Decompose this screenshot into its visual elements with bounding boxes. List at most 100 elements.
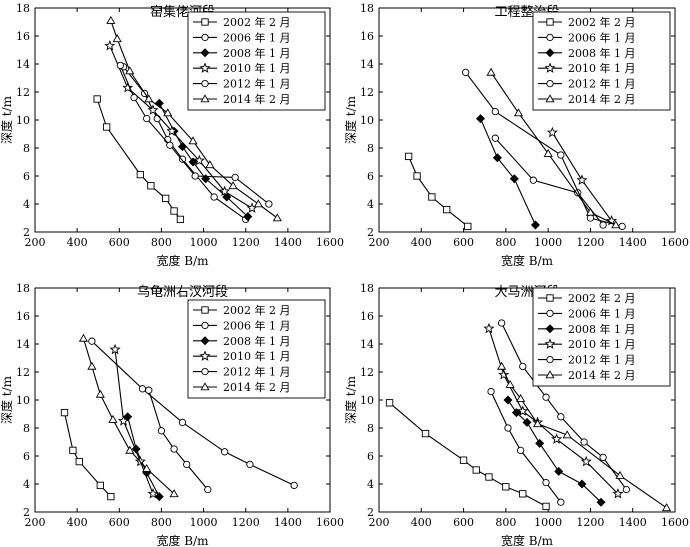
data-point bbox=[108, 414, 118, 423]
x-tick-label: 200 bbox=[25, 236, 46, 249]
legend-marker bbox=[199, 62, 211, 73]
data-point bbox=[576, 174, 588, 185]
data-point bbox=[497, 361, 507, 370]
x-tick-label: 1000 bbox=[534, 516, 562, 529]
data-point bbox=[413, 172, 421, 180]
series-line bbox=[127, 416, 160, 497]
y-tick-label: 18 bbox=[16, 2, 30, 15]
y-tick-label: 8 bbox=[23, 142, 30, 155]
legend-marker bbox=[546, 294, 554, 302]
data-point bbox=[178, 418, 187, 427]
data-point bbox=[486, 67, 496, 76]
data-point bbox=[157, 427, 166, 435]
x-tick-label: 400 bbox=[411, 236, 432, 249]
y-tick-label: 6 bbox=[23, 450, 30, 463]
data-point bbox=[106, 15, 116, 24]
data-point bbox=[519, 490, 527, 498]
legend-marker bbox=[201, 321, 209, 330]
x-axis-label: 宽度 B/m bbox=[501, 533, 554, 547]
data-point bbox=[580, 438, 588, 446]
y-tick-label: 14 bbox=[16, 338, 30, 351]
legend-marker bbox=[546, 309, 554, 318]
data-point bbox=[144, 94, 154, 103]
series bbox=[145, 386, 212, 494]
data-point bbox=[580, 455, 592, 467]
y-tick-label: 8 bbox=[23, 422, 30, 435]
x-tick-label: 1200 bbox=[576, 236, 604, 249]
legend-label: 2002 年 2 月 bbox=[568, 15, 635, 29]
series-line bbox=[110, 20, 278, 219]
x-tick-label: 1000 bbox=[190, 236, 218, 249]
x-tick-label: 1400 bbox=[619, 236, 647, 249]
x-tick-label: 200 bbox=[25, 516, 46, 529]
data-point bbox=[517, 446, 525, 455]
data-point bbox=[143, 114, 151, 123]
y-tick-label: 6 bbox=[367, 170, 374, 183]
chart-panel: 200 400 600 800 1000 1200 1400 1600 2 4 6 8 10 12 14 16… bbox=[343, 282, 689, 547]
legend-label: 2012 年 1 月 bbox=[223, 365, 290, 379]
y-tick-label: 16 bbox=[16, 30, 30, 43]
legend-marker bbox=[199, 350, 211, 361]
data-point bbox=[543, 148, 553, 157]
legend-marker bbox=[545, 48, 555, 58]
data-point bbox=[586, 214, 595, 222]
x-tick-label: 1600 bbox=[661, 516, 689, 529]
data-point bbox=[428, 193, 436, 201]
data-point bbox=[618, 222, 626, 231]
x-tick-label: 400 bbox=[67, 236, 88, 249]
data-point bbox=[504, 424, 512, 432]
y-tick-label: 10 bbox=[360, 394, 374, 407]
data-point bbox=[75, 457, 83, 466]
series bbox=[88, 337, 298, 490]
series bbox=[104, 39, 258, 213]
x-tick-label: 800 bbox=[495, 516, 516, 529]
data-point bbox=[612, 487, 624, 499]
legend-marker bbox=[200, 48, 210, 58]
x-tick-label: 1400 bbox=[619, 516, 647, 529]
legend-label: 2006 年 1 月 bbox=[223, 30, 290, 44]
series-line bbox=[114, 349, 154, 495]
data-point bbox=[516, 393, 526, 402]
data-point bbox=[125, 66, 135, 75]
legend-label: 2008 年 1 月 bbox=[568, 46, 635, 60]
x-tick-label: 1000 bbox=[190, 516, 218, 529]
data-point bbox=[511, 408, 521, 418]
data-point bbox=[498, 368, 510, 380]
legend-marker bbox=[546, 33, 554, 42]
data-point bbox=[188, 157, 198, 167]
data-point bbox=[611, 220, 621, 229]
legend-marker bbox=[201, 18, 209, 26]
legend-label: 2002 年 2 月 bbox=[568, 291, 635, 305]
chart-panel: 200 400 600 800 1000 1200 1400 1600 2 4 6 8 10 12 14 16… bbox=[0, 282, 344, 547]
data-point bbox=[483, 322, 495, 334]
y-tick-label: 10 bbox=[16, 394, 30, 407]
legend-marker bbox=[201, 306, 209, 314]
x-tick-label: 200 bbox=[369, 236, 390, 249]
y-tick-label: 2 bbox=[367, 506, 374, 519]
data-point bbox=[193, 154, 205, 166]
data-point bbox=[138, 385, 147, 393]
data-point bbox=[170, 445, 178, 453]
data-point bbox=[535, 438, 545, 448]
legend-marker bbox=[201, 33, 209, 42]
y-tick-label: 12 bbox=[360, 366, 374, 379]
data-point bbox=[116, 61, 124, 70]
data-point bbox=[147, 182, 155, 190]
data-point bbox=[491, 134, 499, 142]
data-point bbox=[475, 114, 485, 124]
data-point bbox=[210, 193, 218, 201]
data-point bbox=[231, 173, 239, 182]
legend-label: 2010 年 1 月 bbox=[223, 61, 290, 75]
data-point bbox=[176, 215, 185, 224]
y-tick-label: 8 bbox=[367, 142, 374, 155]
x-axis-label: 宽度 B/m bbox=[156, 253, 209, 268]
data-point bbox=[599, 221, 607, 229]
data-point bbox=[522, 417, 532, 427]
data-point bbox=[464, 222, 472, 231]
x-axis-label: 宽度 B/m bbox=[501, 253, 554, 268]
x-tick-label: 400 bbox=[67, 516, 88, 529]
x-tick-label: 400 bbox=[411, 516, 432, 529]
series-line bbox=[158, 102, 249, 218]
y-axis-label: 深度 t/m bbox=[343, 375, 358, 424]
